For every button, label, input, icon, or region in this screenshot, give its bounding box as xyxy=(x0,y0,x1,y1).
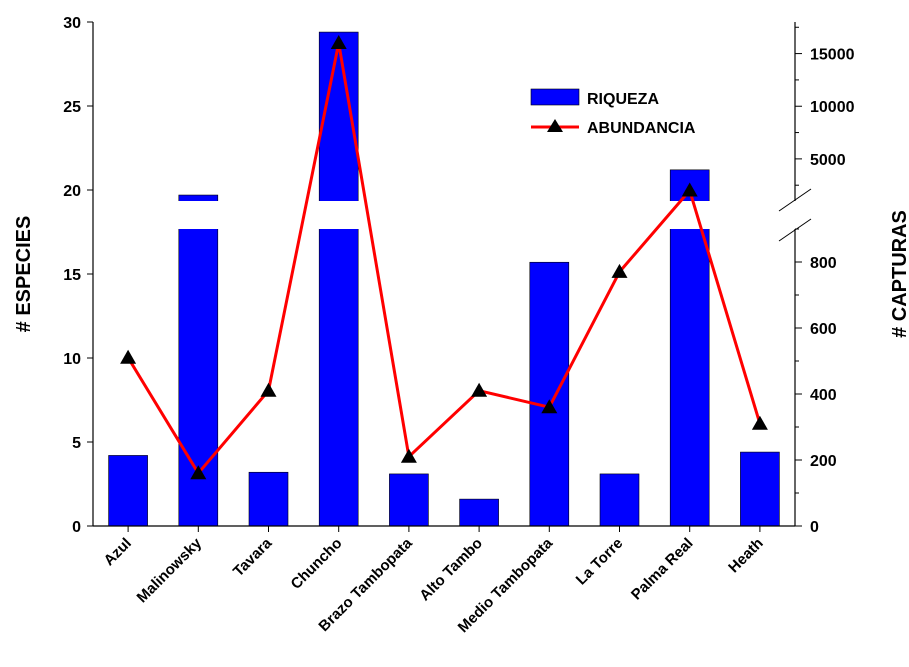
y-tick-label-15: 15 xyxy=(63,267,81,284)
bar-la-torre xyxy=(599,473,640,527)
x-tick-label-tavara: Tavara xyxy=(230,534,276,580)
abundance-point-chuncho xyxy=(330,35,347,50)
x-tick-label-la-torre: La Torre xyxy=(573,535,627,589)
bar-azul xyxy=(108,455,148,527)
bar-tavara xyxy=(248,471,289,527)
x-tick-label-azul: Azul xyxy=(101,535,135,569)
y2-break-mark-upper xyxy=(778,188,812,212)
axis-break-band xyxy=(95,201,793,229)
y2-tick-label-400: 400 xyxy=(810,387,837,404)
y2-tick-label-5000: 5000 xyxy=(810,152,846,169)
axis-break-gaps xyxy=(95,201,793,229)
x-tick-label-alto-tambo: Alto Tambo xyxy=(416,535,486,605)
x-tick-label-palma-real: Palma Real xyxy=(628,535,697,604)
y2-tick-label-600: 600 xyxy=(810,321,837,338)
bar-heath xyxy=(740,451,780,527)
legend-bar-label: RIQUEZA xyxy=(587,91,659,108)
bar-alto-tambo xyxy=(459,498,499,527)
abundance-point-malinowsky xyxy=(190,465,207,480)
abundance-point-tavara xyxy=(260,382,277,397)
abundance-point-la-torre xyxy=(611,263,628,278)
y-tick-label-0: 0 xyxy=(72,519,81,536)
abundance-point-palma-real xyxy=(681,182,698,197)
y2-tick-label-200: 200 xyxy=(810,453,837,470)
y2-tick-label-0: 0 xyxy=(810,519,819,536)
legend: RIQUEZA ABUNDANCIA xyxy=(530,88,696,137)
x-tick-label-heath: Heath xyxy=(725,535,766,576)
y2-break-mark-lower xyxy=(778,218,812,242)
abundance-point-heath xyxy=(751,415,768,430)
abundance-point-brazo-tambopata xyxy=(400,448,417,463)
y-tick-label-5: 5 xyxy=(72,435,81,452)
x-tick-label-chuncho: Chuncho xyxy=(288,535,346,593)
x-tick-label-malinowsky: Malinowsky xyxy=(134,534,206,606)
y-tick-label-10: 10 xyxy=(63,351,81,368)
axes xyxy=(87,21,812,532)
abundance-line xyxy=(126,41,762,475)
y-axis-title: # ESPECIES xyxy=(13,216,35,333)
legend-bar-swatch xyxy=(530,88,580,106)
y-tick-label-30: 30 xyxy=(63,15,81,32)
y2-axis-title: # CAPTURAS xyxy=(889,210,909,338)
legend-triangle-marker xyxy=(547,119,563,132)
y-tick-label-20: 20 xyxy=(63,183,81,200)
y2-tick-label-10000: 10000 xyxy=(810,99,855,116)
abundance-line-layer xyxy=(120,35,768,480)
abundance-point-azul xyxy=(120,349,137,364)
y2-tick-label-15000: 15000 xyxy=(810,47,855,64)
abundance-point-alto-tambo xyxy=(471,382,488,397)
bars xyxy=(108,31,780,527)
abundance-point-medio-tambopata xyxy=(541,399,558,414)
bar-medio-tambopata xyxy=(529,261,570,527)
bar-brazo-tambopata xyxy=(389,473,429,527)
y2-tick-label-800: 800 xyxy=(810,255,837,272)
y-tick-label-25: 25 xyxy=(63,99,81,116)
legend-line-label: ABUNDANCIA xyxy=(587,120,696,137)
